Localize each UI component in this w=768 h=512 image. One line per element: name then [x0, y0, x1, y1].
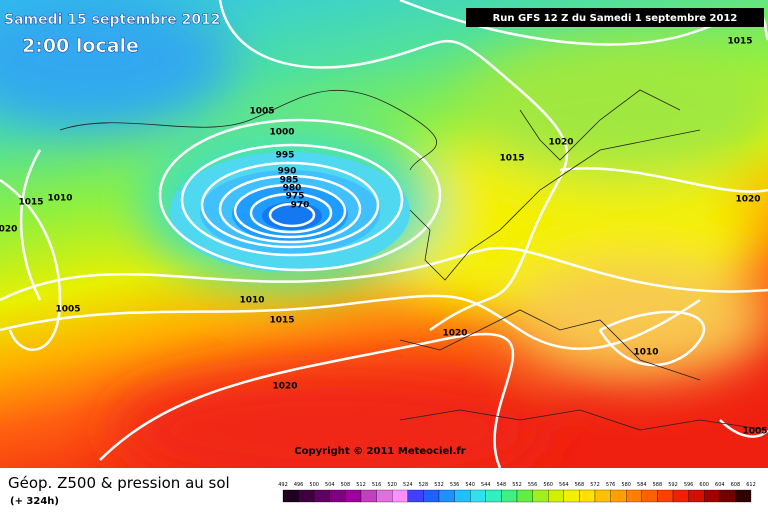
scale-swatch: [298, 489, 315, 503]
isobar-label: 1020: [735, 195, 760, 205]
scale-swatch: [454, 489, 471, 503]
scale-swatch: [360, 489, 377, 503]
run-info: Run GFS 12 Z du Samedi 1 septembre 2012: [493, 13, 738, 24]
scale-swatch: [501, 489, 518, 503]
scale-label: 540: [465, 482, 475, 488]
scale-label: 572: [590, 482, 600, 488]
scale-swatch: [407, 489, 424, 503]
isobar-label: 1020: [442, 329, 467, 339]
scale-label: 588: [653, 482, 663, 488]
scale-swatch: [704, 489, 720, 503]
scale-label: 556: [528, 482, 538, 488]
scale-swatch: [672, 489, 689, 503]
isobar-label: 970: [291, 201, 310, 211]
forecast-lead: (+ 324h): [10, 496, 59, 507]
scale-label: 592: [668, 482, 678, 488]
isobar-label: 980: [283, 184, 302, 194]
isobar-label: 1010: [633, 348, 658, 358]
scale-label: 500: [309, 482, 319, 488]
isobar-label: 1005: [742, 427, 767, 437]
scale-swatch: [470, 489, 486, 503]
isobar-label: 1015: [18, 198, 43, 208]
scale-label: 548: [497, 482, 507, 488]
scale-swatch: [688, 489, 705, 503]
isobar-label: 1020: [548, 138, 573, 148]
scale-label: 512: [356, 482, 366, 488]
scale-swatch: [735, 489, 752, 503]
scale-label: 552: [512, 482, 522, 488]
scale-swatch: [282, 489, 299, 503]
isobar-label: 1010: [239, 296, 264, 306]
scale-swatch: [345, 489, 362, 503]
scale-swatch: [610, 489, 627, 503]
scale-label: 492: [278, 482, 288, 488]
isobar-label: 020: [0, 225, 17, 235]
run-banner: [466, 8, 764, 27]
scale-label: 580: [621, 482, 631, 488]
date: Samedi 15 septembre 2012: [4, 12, 221, 28]
scale-label: 600: [699, 482, 709, 488]
isobar-label: 990: [278, 167, 297, 177]
scale-label: 528: [419, 482, 429, 488]
copyright: Copyright © 2011 Meteociel.fr: [294, 446, 465, 457]
scale-label: 560: [543, 482, 553, 488]
scale-label: 612: [746, 482, 756, 488]
map-field: [0, 0, 768, 468]
scale-label: 584: [637, 482, 647, 488]
scale-label: 544: [481, 482, 491, 488]
isobar-label: 1010: [47, 194, 72, 204]
scale-swatch: [657, 489, 674, 503]
scale-label: 604: [715, 482, 725, 488]
scale-swatch: [314, 489, 330, 503]
local-time: 2:00 locale: [22, 35, 139, 57]
scale-swatch: [423, 489, 440, 503]
scale-label: 608: [731, 482, 741, 488]
scale-swatch: [579, 489, 596, 503]
scale-swatch: [532, 489, 549, 503]
scale-label: 524: [403, 482, 413, 488]
isobar-label: 1015: [499, 154, 524, 164]
isobar-label: 1000: [269, 128, 294, 138]
scale-swatch: [626, 489, 642, 503]
scale-label: 532: [434, 482, 444, 488]
scale-label: 564: [559, 482, 569, 488]
scale-swatch: [641, 489, 658, 503]
scale-swatch: [376, 489, 393, 503]
isobar-label: 985: [280, 176, 299, 186]
scale-label: 568: [575, 482, 585, 488]
scale-swatch: [516, 489, 533, 503]
scale-label: 508: [341, 482, 351, 488]
scale-label: 496: [294, 482, 304, 488]
scale-label: 516: [372, 482, 382, 488]
isobar-label: 995: [276, 151, 295, 161]
scale-swatch: [548, 489, 564, 503]
scale-label: 576: [606, 482, 616, 488]
scale-label: 596: [684, 482, 694, 488]
scale-swatch: [563, 489, 580, 503]
scale-label: 536: [450, 482, 460, 488]
scale-label: 504: [325, 482, 335, 488]
scale-swatch: [594, 489, 611, 503]
legend-title: Géop. Z500 & pression au sol: [8, 474, 230, 492]
isobar-label: 1005: [55, 305, 80, 315]
scale-swatch: [719, 489, 736, 503]
scale-swatch: [485, 489, 502, 503]
isobar-label: 1015: [727, 37, 752, 47]
isobar-label: 1005: [249, 107, 274, 117]
scale-swatch: [392, 489, 408, 503]
scale-label: 520: [387, 482, 397, 488]
scale-swatch: [438, 489, 455, 503]
isobar-label: 1020: [272, 382, 297, 392]
isobar-label: 1015: [269, 316, 294, 326]
isobar-label: 975: [286, 192, 305, 202]
scale-swatch: [329, 489, 346, 503]
